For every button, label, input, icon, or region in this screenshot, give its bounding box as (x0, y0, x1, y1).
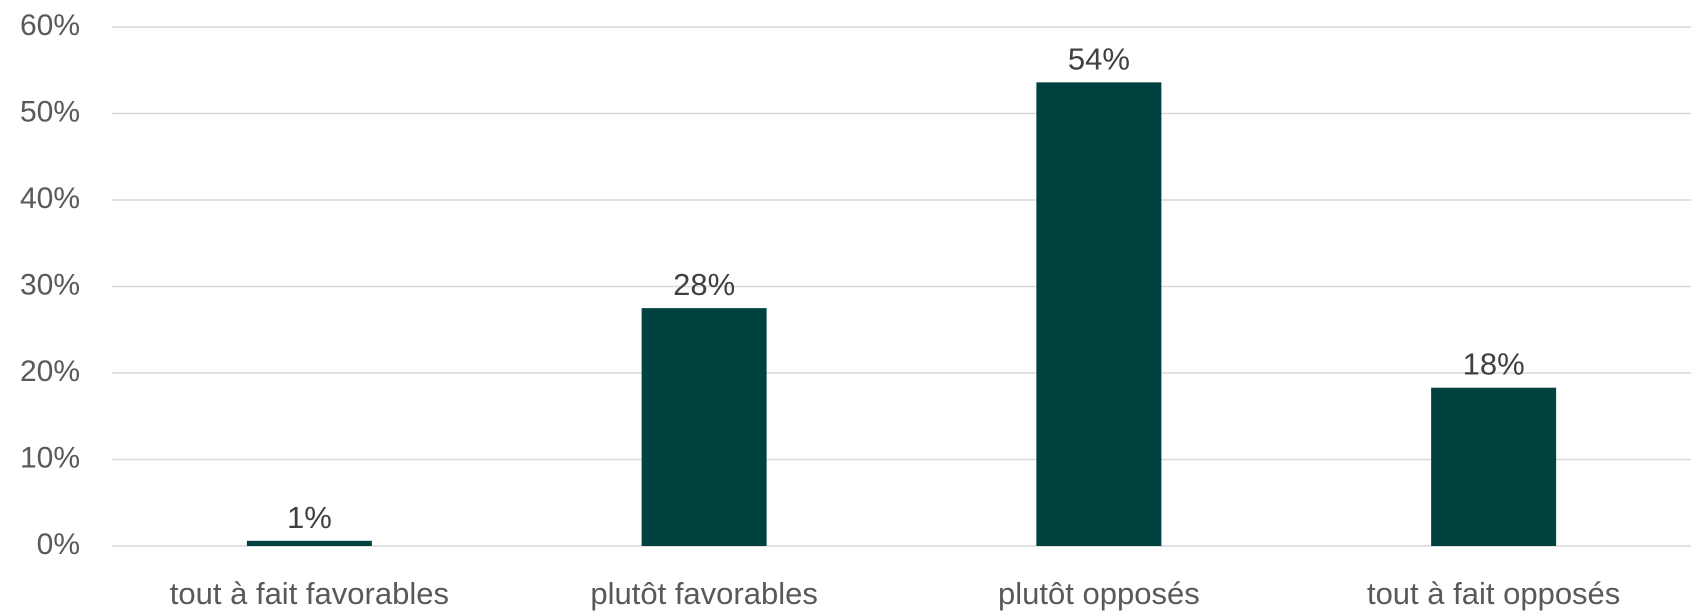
bar (1036, 82, 1162, 547)
y-tick-label: 30% (20, 268, 80, 301)
data-label: 18% (1463, 347, 1525, 382)
bars (246, 82, 1557, 547)
y-tick-label: 50% (20, 95, 80, 128)
x-axis-ticks: tout à fait favorables plutôt favorables p… (170, 576, 1621, 611)
y-axis-ticks: 0% 10% 20% 30% 40% 50% 60% (20, 9, 80, 561)
bar (246, 540, 372, 546)
x-tick-label: plutôt favorables (590, 576, 817, 611)
data-labels: 1% 28% 54% 18% (287, 41, 1525, 534)
x-tick-label: tout à fait opposés (1367, 576, 1620, 611)
data-label: 28% (673, 267, 735, 302)
gridlines (112, 26, 1691, 547)
data-label: 54% (1068, 41, 1130, 76)
x-tick-label: tout à fait favorables (170, 576, 449, 611)
y-tick-label: 0% (37, 528, 80, 561)
x-tick-label: plutôt opposés (998, 576, 1200, 611)
bar (641, 308, 767, 546)
y-tick-label: 60% (20, 9, 80, 42)
y-tick-label: 10% (20, 441, 80, 474)
y-tick-label: 40% (20, 182, 80, 215)
data-label: 1% (287, 500, 332, 535)
y-tick-label: 20% (20, 355, 80, 388)
bar (1431, 387, 1557, 546)
